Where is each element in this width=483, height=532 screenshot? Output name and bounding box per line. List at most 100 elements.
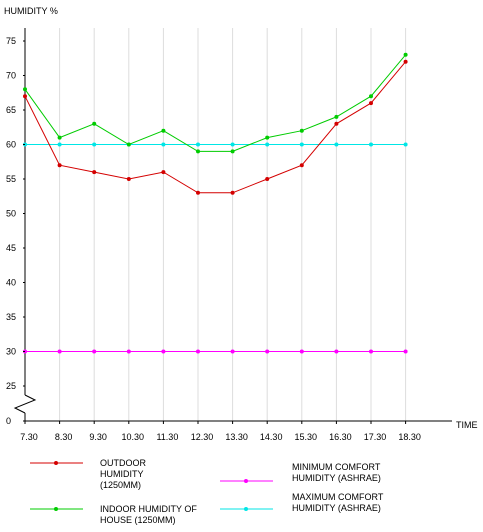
legend-swatch-marker: [54, 461, 58, 465]
x-tick-label: 13.30: [225, 432, 248, 442]
data-point: [403, 52, 408, 57]
data-point: [369, 142, 373, 147]
y-axis-title: HUMIDITY %: [4, 6, 58, 16]
data-point: [403, 142, 408, 147]
tick-labels: 75 70 65 60 55 50 45 40 35 30 25 0 7.30 8.30 9.30 10.30…: [6, 36, 421, 442]
y-tick-label: 75: [6, 36, 16, 46]
x-tick-label: 18.30: [398, 432, 421, 442]
x-tick-label: 11.30: [156, 432, 178, 442]
data-point: [196, 190, 200, 195]
data-point: [92, 121, 97, 126]
data-point: [265, 177, 270, 181]
data-point: [92, 142, 97, 147]
data-point: [265, 142, 270, 147]
data-point: [299, 349, 304, 354]
data-point: [57, 142, 62, 147]
series-4: [23, 142, 408, 147]
data-point: [230, 142, 235, 147]
data-point: [57, 163, 62, 168]
data-point: [92, 170, 97, 175]
data-point: [161, 349, 166, 354]
data-point: [23, 87, 27, 92]
legend-label: OUTDOOR: [100, 458, 146, 468]
x-tick-label: 7.30: [20, 432, 38, 442]
x-tick-label: 15.30: [295, 432, 318, 442]
data-point: [161, 128, 166, 133]
data-point: [57, 349, 62, 354]
legend-label: MAXIMUM COMFORT: [292, 492, 384, 502]
data-point: [369, 349, 373, 354]
gridlines: [59, 28, 407, 421]
legend-label: HUMIDITY: [100, 469, 144, 479]
data-point: [196, 142, 200, 147]
y-tick-label: 45: [6, 243, 16, 253]
data-point: [299, 163, 304, 168]
data-point: [196, 349, 200, 354]
y-tick-label: 55: [6, 174, 16, 184]
y-tick-label: 0: [6, 416, 11, 426]
data-point: [299, 128, 304, 133]
legend-label: HUMIDITY (ASHRAE): [292, 473, 381, 483]
legend-label: (1250MM): [100, 480, 141, 490]
x-tick-label: 16.30: [329, 432, 352, 442]
data-point: [230, 349, 235, 354]
y-tick-label: 35: [6, 312, 16, 322]
legend-label: HOUSE (1250MM): [100, 515, 176, 525]
data-point: [161, 170, 166, 175]
series-line: [24, 54, 406, 152]
data-point: [299, 142, 304, 147]
x-tick-label: 17.30: [364, 432, 387, 442]
data-point: [92, 349, 97, 354]
y-axis-break-mark: [13, 394, 37, 414]
x-tick-label: 10.30: [122, 432, 145, 442]
axes: [13, 28, 452, 422]
legend-swatch-marker: [244, 479, 248, 483]
data-point: [23, 94, 27, 99]
x-tick-label: 14.30: [260, 432, 283, 442]
y-tick-label: 30: [6, 347, 16, 357]
y-tick-label: 25: [6, 381, 16, 391]
data-point: [334, 142, 339, 147]
y-tick-label: 65: [6, 105, 16, 115]
series-2: [23, 52, 408, 154]
legend-swatch-marker: [54, 507, 58, 511]
data-point: [126, 349, 131, 354]
data-point: [230, 190, 235, 195]
data-point: [403, 59, 408, 64]
series-3: [23, 349, 408, 354]
data-point: [334, 114, 339, 119]
legend-label: HUMIDITY (ASHRAE): [292, 503, 381, 513]
data-point: [334, 121, 339, 126]
data-point: [126, 142, 131, 147]
legend-label: INDOOR HUMIDITY OF: [100, 504, 197, 514]
data-point: [369, 101, 373, 106]
x-tick-label: 8.30: [55, 432, 73, 442]
legend-swatch-marker: [244, 507, 248, 511]
x-tick-label: 9.30: [89, 432, 107, 442]
x-tick-label: 12.30: [191, 432, 214, 442]
data-point: [230, 149, 235, 154]
data-point: [265, 349, 270, 354]
x-axis-title: TIME: [456, 420, 478, 430]
series-1: [23, 59, 408, 195]
data-point: [369, 94, 373, 99]
y-tick-label: 40: [6, 278, 16, 288]
series-line: [24, 61, 406, 194]
data-point: [334, 349, 339, 354]
legend-label: MINIMUM COMFORT: [292, 462, 381, 472]
data-point: [161, 142, 166, 147]
data-point: [126, 177, 131, 181]
data-point: [265, 135, 270, 140]
y-tick-label: 70: [6, 71, 16, 81]
series-lines: [23, 52, 408, 354]
data-point: [403, 349, 408, 354]
y-tick-label: 60: [6, 140, 16, 150]
data-point: [57, 135, 62, 140]
y-tick-label: 50: [6, 209, 16, 219]
data-point: [196, 149, 200, 154]
